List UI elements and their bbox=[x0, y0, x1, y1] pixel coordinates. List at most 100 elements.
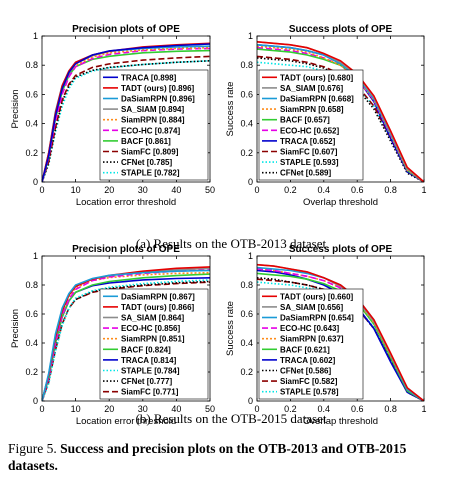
legend-label: TADT (ours) [0.680] bbox=[280, 73, 354, 82]
series-group bbox=[42, 266, 210, 401]
legend-label: BACF [0.824] bbox=[121, 345, 171, 354]
y-axis-label: Success rate bbox=[225, 301, 236, 356]
x-tick-label: 0 bbox=[39, 404, 44, 414]
legend-label: SiamFC [0.607] bbox=[280, 148, 338, 157]
legend-label: SiamFC [0.582] bbox=[280, 377, 338, 386]
x-tick-label: 30 bbox=[138, 185, 148, 195]
series-group bbox=[257, 41, 424, 182]
y-tick-label: 1 bbox=[248, 31, 253, 41]
legend-label: STAPLE [0.782] bbox=[121, 169, 180, 178]
legend-label: TADT (ours) [0.896] bbox=[121, 84, 195, 93]
chart-title: Success plots of OPE bbox=[289, 244, 393, 255]
legend-label: SiamFC [0.809] bbox=[121, 148, 179, 157]
y-tick-label: 0.4 bbox=[25, 338, 38, 348]
chart-title: Success plots of OPE bbox=[289, 24, 393, 35]
legend-label: DaSiamRPN [0.896] bbox=[121, 95, 195, 104]
x-tick-label: 0.2 bbox=[284, 185, 297, 195]
legend-label: CFNet [0.586] bbox=[280, 367, 331, 376]
legend: TADT (ours) [0.660] SA_SIAM [0.656] DaSiam… bbox=[258, 288, 364, 400]
legend-label: TADT (ours) [0.866] bbox=[121, 303, 195, 312]
legend-label: TRACA [0.602] bbox=[280, 356, 336, 365]
y-tick-label: 1 bbox=[33, 251, 38, 261]
legend-label: CFNet [0.589] bbox=[280, 169, 331, 178]
y-tick-label: 0.8 bbox=[25, 280, 38, 290]
y-tick-label: 0.4 bbox=[240, 338, 253, 348]
x-axis-label: Location error threshold bbox=[76, 197, 176, 208]
y-tick-label: 0.2 bbox=[25, 367, 38, 377]
series-group bbox=[42, 42, 210, 182]
legend-label: DaSiamRPN [0.867] bbox=[121, 292, 195, 301]
x-tick-label: 10 bbox=[71, 404, 81, 414]
chart-title: Precision plots of OPE bbox=[72, 244, 180, 255]
x-tick-label: 0.2 bbox=[284, 404, 297, 414]
plot-frame bbox=[256, 255, 425, 402]
y-tick-label: 0.8 bbox=[25, 60, 38, 70]
x-axis-label: Overlap threshold bbox=[303, 416, 378, 427]
legend-label: ECO-HC [0.856] bbox=[121, 324, 180, 333]
y-tick-label: 0.2 bbox=[25, 148, 38, 158]
legend-label: BACF [0.621] bbox=[280, 345, 330, 354]
y-tick-label: 0.6 bbox=[25, 89, 38, 99]
figure-caption-text: Success and precision plots on the OTB-2… bbox=[8, 441, 407, 473]
series-group bbox=[257, 263, 424, 401]
legend-label: CFNet [0.785] bbox=[121, 158, 172, 167]
chart-3: Precision plots of OPE 0 10 20 30 40 50 0 0.2 0.4… bbox=[10, 244, 215, 427]
legend: TADT (ours) [0.680] SA_SIAM [0.676] DaSiam… bbox=[258, 69, 364, 181]
chart-title: Precision plots of OPE bbox=[72, 24, 180, 35]
x-tick-label: 0.8 bbox=[384, 404, 397, 414]
legend-label: STAPLE [0.578] bbox=[280, 388, 339, 397]
y-tick-label: 0.4 bbox=[240, 119, 253, 129]
y-axis-label: Precision bbox=[10, 309, 21, 348]
legend-label: BACF [0.861] bbox=[121, 137, 171, 146]
legend-label: SA_SIAM [0.864] bbox=[121, 314, 184, 323]
x-tick-label: 40 bbox=[171, 404, 181, 414]
y-axis-label: Success rate bbox=[225, 82, 236, 137]
series-line-tadt-ours- bbox=[257, 41, 424, 182]
x-tick-label: 1 bbox=[421, 404, 426, 414]
x-tick-label: 0.6 bbox=[351, 404, 364, 414]
legend-label: SA_SIAM [0.676] bbox=[280, 84, 343, 93]
x-tick-label: 0.6 bbox=[351, 185, 364, 195]
figure-label: Figure 5. bbox=[8, 441, 57, 456]
legend-label: TRACA [0.814] bbox=[121, 356, 177, 365]
x-tick-label: 1 bbox=[421, 185, 426, 195]
y-tick-label: 1 bbox=[248, 251, 253, 261]
plot-frame bbox=[41, 255, 211, 402]
legend-label: TRACA [0.898] bbox=[121, 73, 177, 82]
legend: DaSiamRPN [0.867] TADT (ours) [0.866] SA_S… bbox=[99, 288, 209, 400]
y-tick-label: 0.6 bbox=[240, 89, 253, 99]
x-tick-label: 40 bbox=[171, 185, 181, 195]
subcaption-otb2015: (b) Results on the OTB-2015 dataset bbox=[135, 411, 327, 426]
x-tick-label: 0.8 bbox=[384, 185, 397, 195]
x-tick-label: 50 bbox=[205, 404, 215, 414]
legend-label: ECO-HC [0.874] bbox=[121, 126, 180, 135]
legend: TRACA [0.898] TADT (ours) [0.896] DaSiamRP… bbox=[99, 69, 209, 181]
series-line-siamfc bbox=[42, 281, 210, 401]
legend-label: BACF [0.657] bbox=[280, 116, 330, 125]
x-tick-label: 0 bbox=[254, 185, 259, 195]
legend-label: SA_SIAM [0.894] bbox=[121, 105, 184, 114]
subcaption-otb2013: (a) Results on the OTB-2013 dataset bbox=[135, 236, 327, 251]
legend-label: SiamRPN [0.637] bbox=[280, 335, 344, 344]
y-tick-label: 0.4 bbox=[25, 119, 38, 129]
series-line-traca bbox=[42, 43, 210, 182]
legend-label: STAPLE [0.593] bbox=[280, 158, 339, 167]
x-tick-label: 20 bbox=[104, 185, 114, 195]
y-tick-label: 0.2 bbox=[240, 367, 253, 377]
chart-4: Success plots of OPE 0 0.2 0.4 0.6 0.8 1 0 0.2 0.… bbox=[225, 244, 427, 427]
y-tick-label: 0 bbox=[248, 396, 253, 406]
legend-label: TADT (ours) [0.660] bbox=[280, 292, 354, 301]
x-tick-label: 10 bbox=[71, 185, 81, 195]
plot-frame bbox=[256, 35, 425, 183]
y-tick-label: 0.6 bbox=[240, 309, 253, 319]
chart-2: Success plots of OPE 0 0.2 0.4 0.6 0.8 1 0 0.2 0.… bbox=[225, 24, 427, 208]
y-tick-label: 0.8 bbox=[240, 280, 253, 290]
x-axis-label: Location error threshold bbox=[76, 416, 176, 427]
series-line-staple bbox=[42, 279, 210, 401]
figure-caption: Figure 5. Success and precision plots on… bbox=[8, 440, 456, 474]
y-tick-label: 0.2 bbox=[240, 148, 253, 158]
chart-1: Precision plots of OPE 0 10 20 30 40 50 0 0.2 0.4… bbox=[10, 24, 215, 208]
legend-label: SA_SIAM [0.656] bbox=[280, 303, 343, 312]
series-line-cfnet bbox=[257, 277, 424, 401]
